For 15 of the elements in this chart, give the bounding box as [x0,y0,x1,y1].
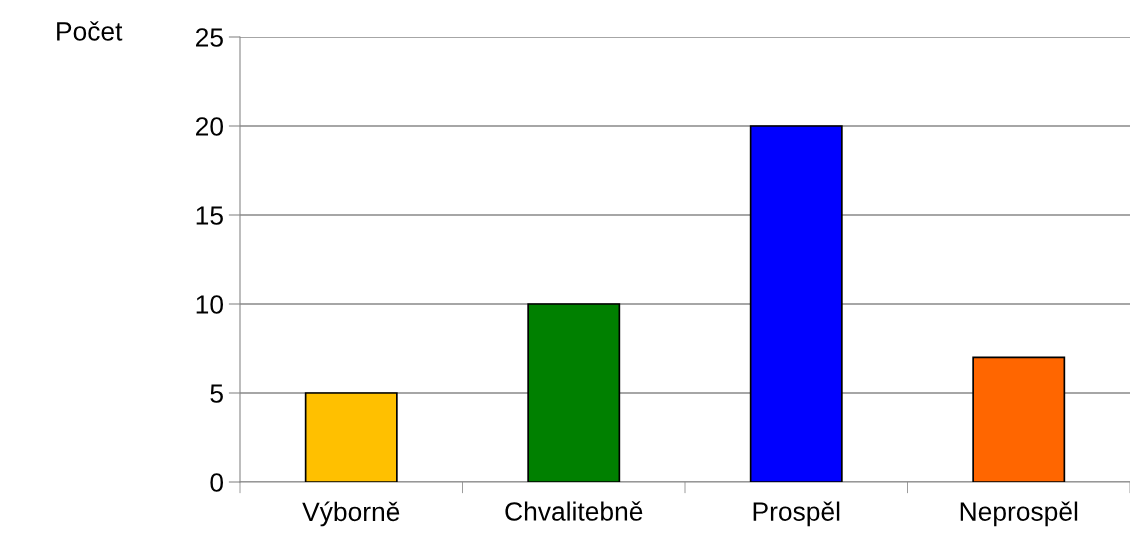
bar [527,303,621,482]
y-tick-label: 15 [196,206,223,225]
x-tick-label: Výborně [302,501,400,527]
y-tick-label: 0 [210,473,223,492]
x-tick-label: Chvalitebně [505,501,643,521]
bar [749,125,843,482]
y-axis-title: Počet [57,21,123,41]
y-tick-label: 5 [210,384,223,403]
bar [304,392,398,482]
y-tick-label: 20 [196,117,223,136]
x-tick-label: Prospěl [753,501,840,527]
y-tick-label: 25 [196,28,223,47]
x-tick-label: Neprospěl [960,501,1078,527]
y-tick-label: 10 [196,295,223,314]
bar [972,356,1066,482]
